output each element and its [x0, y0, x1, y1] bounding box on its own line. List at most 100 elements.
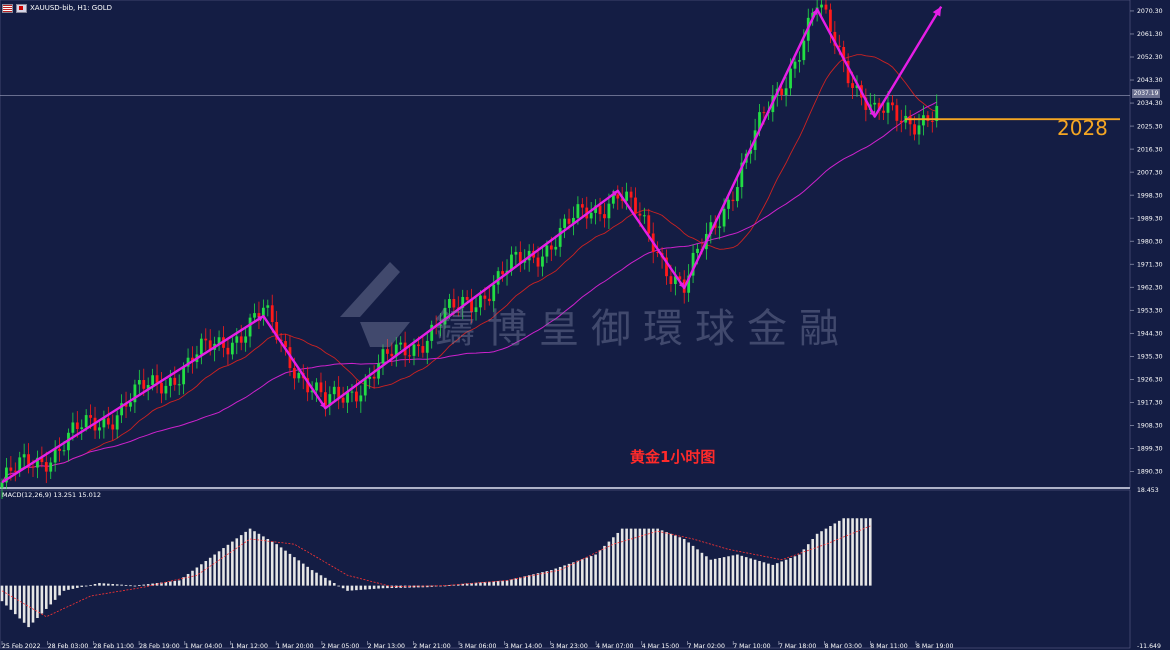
- macd-histogram-bar: [217, 551, 221, 586]
- pivot-arrow-head: [869, 110, 875, 117]
- candle-body: [483, 295, 487, 299]
- macd-histogram-bar: [625, 528, 628, 586]
- candle-body: [239, 336, 243, 343]
- macd-histogram-bar: [581, 559, 584, 586]
- candle-body: [284, 341, 287, 348]
- time-axis-label: 7 Mar 10:00: [733, 643, 770, 650]
- candle-body: [257, 313, 261, 318]
- candle-body: [629, 191, 633, 198]
- macd-histogram-bar: [718, 557, 721, 586]
- candle-body: [84, 415, 88, 428]
- macd-histogram-bar: [709, 559, 713, 586]
- macd-histogram-bar: [691, 545, 695, 586]
- candle-body: [5, 467, 8, 483]
- candle-body: [443, 307, 447, 325]
- candle-body: [598, 205, 602, 215]
- macd-histogram-bar: [182, 577, 185, 586]
- candle-body: [168, 377, 172, 386]
- price-axis-label: 2043.30: [1137, 77, 1163, 84]
- macd-histogram-bar: [231, 541, 234, 586]
- macd-histogram-bar: [492, 581, 496, 586]
- price-axis-label: 1944.30: [1137, 330, 1163, 337]
- trend-arrow-head: [932, 6, 942, 17]
- candle-body: [31, 466, 35, 468]
- candle-body: [510, 254, 513, 271]
- macd-histogram-bar: [58, 585, 61, 596]
- candle-body: [891, 102, 894, 106]
- candle-body: [607, 203, 611, 219]
- candle-body: [461, 296, 465, 308]
- candle-body: [603, 214, 606, 219]
- macd-histogram-bar: [133, 585, 137, 587]
- macd-histogram-bar: [465, 583, 469, 586]
- macd-histogram-bar: [731, 555, 735, 586]
- macd-histogram-bar: [736, 554, 739, 586]
- macd-histogram-bar: [682, 538, 686, 586]
- macd-histogram-bar: [155, 583, 159, 586]
- macd-histogram-bar: [111, 584, 115, 586]
- macd-histogram-bar: [142, 584, 146, 586]
- macd-histogram-bar: [275, 544, 278, 586]
- candle-body: [514, 251, 518, 255]
- macd-histogram-bar: [186, 573, 190, 586]
- candle-body: [18, 457, 22, 472]
- candle-body: [448, 299, 451, 308]
- candle-body: [270, 305, 274, 322]
- candle-body: [665, 257, 668, 277]
- candle-body: [886, 102, 890, 113]
- price-axis-label: 1980.30: [1137, 238, 1163, 245]
- macd-histogram-bar: [151, 583, 154, 586]
- macd-histogram-bar: [222, 548, 225, 586]
- candle-body: [89, 415, 92, 418]
- macd-histogram-bar: [262, 536, 265, 586]
- candle-body: [332, 386, 336, 395]
- candle-body: [71, 422, 75, 433]
- macd-histogram-bar: [443, 585, 447, 587]
- candle-body: [589, 212, 593, 219]
- time-axis-label: 8 Mar 03:00: [825, 643, 862, 650]
- macd-histogram-bar: [806, 544, 810, 586]
- macd-histogram-bar: [377, 585, 380, 589]
- candle-body: [837, 45, 841, 47]
- candle-body: [846, 60, 850, 84]
- macd-histogram-bar: [749, 558, 752, 586]
- macd-histogram-bar: [505, 580, 509, 586]
- time-axis-label: 2 Mar 21:00: [413, 643, 450, 650]
- candle-body: [226, 347, 230, 355]
- candle-body: [390, 353, 394, 357]
- candle-body: [164, 385, 168, 394]
- macd-histogram-bar: [80, 585, 84, 587]
- watermark-logo-icon: [330, 262, 420, 356]
- macd-histogram-bar: [138, 585, 141, 586]
- time-axis-label: 3 Mar 14:00: [505, 643, 542, 650]
- candle-body: [421, 346, 425, 353]
- candle-body: [62, 450, 66, 452]
- candle-body: [541, 256, 544, 267]
- macd-histogram-bar: [674, 535, 677, 586]
- candle-body: [793, 61, 797, 69]
- candle-body: [417, 344, 420, 347]
- macd-histogram-bar: [855, 518, 859, 586]
- candle-body: [634, 197, 637, 214]
- candle-body: [882, 110, 885, 113]
- candle-body: [155, 375, 159, 383]
- macd-histogram-bar: [607, 541, 611, 586]
- time-axis-label: 4 Mar 07:00: [596, 643, 633, 650]
- macd-panel-frame: [0, 489, 1131, 649]
- candle-body: [895, 105, 899, 121]
- candle-body: [913, 124, 916, 135]
- macd-histogram-bar: [9, 585, 13, 610]
- candle-body: [244, 336, 248, 343]
- macd-histogram-bar: [589, 556, 593, 586]
- time-axis-label: 7 Mar 02:00: [688, 643, 725, 650]
- macd-histogram-bar: [488, 581, 491, 586]
- candle-body: [789, 68, 792, 89]
- macd-histogram-bar: [824, 528, 828, 586]
- macd-histogram-bar: [722, 557, 726, 586]
- macd-histogram-bar: [545, 571, 549, 586]
- candle-body: [567, 218, 571, 224]
- macd-histogram-bar: [798, 554, 801, 586]
- candle-body: [727, 199, 730, 209]
- candle-body: [146, 385, 150, 389]
